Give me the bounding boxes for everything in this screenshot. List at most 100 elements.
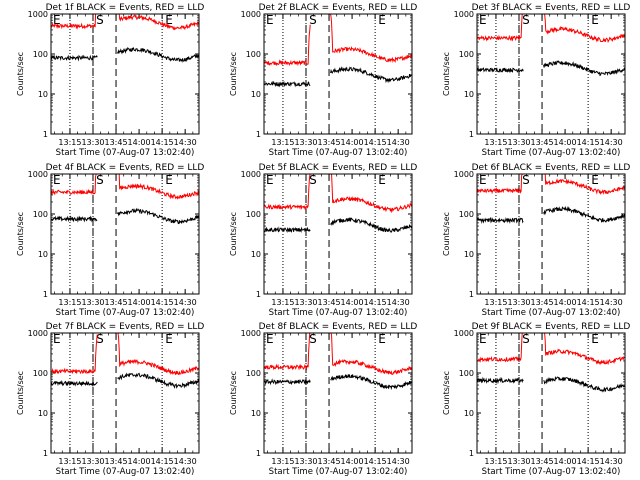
marker-label: E bbox=[266, 332, 274, 346]
lld-series-line bbox=[263, 24, 311, 67]
panel-8: Det 8f BLACK = Events, RED = LLD 1 10 100 10… bbox=[229, 322, 417, 477]
marker-label: S bbox=[96, 13, 104, 27]
marker-label: E bbox=[378, 13, 386, 27]
x-axis-label: Start Time (07-Aug-07 13:02:40) bbox=[482, 467, 621, 477]
lld-series-line bbox=[543, 13, 626, 44]
lld-series-line bbox=[50, 13, 98, 30]
x-tick-label: 14:15 bbox=[577, 138, 600, 147]
lld-series-line bbox=[117, 173, 200, 200]
lld-series-line bbox=[476, 13, 524, 42]
events-series-line bbox=[263, 80, 311, 88]
x-tick-label: 13:45 bbox=[105, 457, 128, 466]
events-series-line bbox=[330, 66, 413, 84]
marker-label: E bbox=[479, 332, 487, 346]
plot-frame bbox=[50, 13, 200, 135]
panel-4: Det 4f BLACK = Events, RED = LLD 1 10 100 10… bbox=[16, 163, 204, 318]
x-tick-label: 13:15 bbox=[271, 138, 294, 147]
y-tick-label: 10 bbox=[464, 90, 474, 99]
marker-label: E bbox=[591, 173, 599, 187]
panel-title: Det 1f BLACK = Events, RED = LLD bbox=[46, 3, 205, 13]
x-tick-label: 14:15 bbox=[364, 457, 387, 466]
x-tick-label: 14:30 bbox=[387, 457, 410, 466]
x-tick-label: 14:00 bbox=[128, 138, 151, 147]
x-axis-label: Start Time (07-Aug-07 13:02:40) bbox=[56, 308, 195, 318]
x-tick-label: 14:15 bbox=[151, 298, 174, 307]
lld-series-line bbox=[330, 332, 412, 375]
x-tick-label: 13:45 bbox=[318, 457, 341, 466]
marker-label: E bbox=[266, 173, 274, 187]
y-tick-label: 100 bbox=[33, 50, 48, 59]
panel-3: Det 3f BLACK = Events, RED = LLD 1 10 100 10… bbox=[442, 3, 630, 158]
lld-series-line bbox=[50, 334, 98, 375]
y-tick-label: 1 bbox=[43, 130, 48, 139]
panel-title: Det 4f BLACK = Events, RED = LLD bbox=[46, 163, 205, 173]
marker-label: S bbox=[96, 173, 104, 187]
x-tick-label: 13:15 bbox=[58, 138, 81, 147]
panel-2: Det 2f BLACK = Events, RED = LLD 1 10 100 10… bbox=[229, 3, 417, 158]
x-tick-label: 14:00 bbox=[128, 457, 151, 466]
panel-title: Det 9f BLACK = Events, RED = LLD bbox=[472, 322, 631, 332]
y-axis-label: Counts/sec bbox=[229, 212, 238, 256]
y-axis-label: Counts/sec bbox=[16, 52, 25, 96]
lld-series-line bbox=[263, 173, 311, 211]
x-axis-label: Start Time (07-Aug-07 13:02:40) bbox=[482, 308, 621, 318]
y-tick-label: 100 bbox=[459, 369, 474, 378]
y-tick-label: 100 bbox=[33, 210, 48, 219]
y-tick-label: 1 bbox=[256, 130, 261, 139]
y-tick-label: 1000 bbox=[241, 329, 261, 338]
lld-series-line bbox=[263, 332, 311, 371]
events-series-line bbox=[117, 372, 200, 389]
x-tick-label: 13:45 bbox=[531, 457, 554, 466]
x-tick-label: 13:45 bbox=[531, 298, 554, 307]
x-tick-label: 14:15 bbox=[577, 457, 600, 466]
y-tick-label: 1 bbox=[469, 130, 474, 139]
lld-series-line bbox=[476, 173, 524, 195]
y-tick-label: 1000 bbox=[241, 10, 261, 19]
x-tick-label: 14:30 bbox=[174, 138, 197, 147]
panel-title: Det 2f BLACK = Events, RED = LLD bbox=[259, 3, 418, 13]
x-tick-label: 14:15 bbox=[151, 457, 174, 466]
x-tick-label: 14:15 bbox=[151, 138, 174, 147]
plot-frame bbox=[263, 13, 413, 135]
y-tick-label: 100 bbox=[246, 210, 261, 219]
events-series-line bbox=[50, 54, 98, 62]
y-tick-label: 1 bbox=[43, 449, 48, 458]
y-axis-label: Counts/sec bbox=[442, 371, 451, 415]
y-tick-label: 1000 bbox=[241, 170, 261, 179]
x-tick-label: 14:15 bbox=[577, 298, 600, 307]
panel-title: Det 6f BLACK = Events, RED = LLD bbox=[472, 163, 631, 173]
y-axis-label: Counts/sec bbox=[16, 212, 25, 256]
y-axis-label: Counts/sec bbox=[229, 52, 238, 96]
x-tick-label: 13:15 bbox=[484, 298, 507, 307]
y-tick-label: 1000 bbox=[28, 170, 48, 179]
plot-frame bbox=[50, 173, 200, 295]
marker-label: S bbox=[309, 332, 317, 346]
y-axis-label: Counts/sec bbox=[442, 212, 451, 256]
x-tick-label: 13:45 bbox=[531, 138, 554, 147]
x-axis-label: Start Time (07-Aug-07 13:02:40) bbox=[269, 308, 408, 318]
x-tick-label: 13:30 bbox=[294, 298, 317, 307]
lld-series-line bbox=[330, 173, 413, 214]
events-series-line bbox=[543, 375, 626, 393]
y-tick-label: 100 bbox=[459, 210, 474, 219]
events-series-line bbox=[117, 46, 200, 63]
lld-series-line bbox=[117, 332, 200, 376]
x-tick-label: 13:30 bbox=[81, 457, 104, 466]
y-tick-label: 1 bbox=[469, 290, 474, 299]
panel-title: Det 5f BLACK = Events, RED = LLD bbox=[259, 163, 418, 173]
x-tick-label: 14:30 bbox=[600, 457, 623, 466]
panel-6: Det 6f BLACK = Events, RED = LLD 1 10 100 10… bbox=[442, 163, 630, 318]
marker-label: E bbox=[53, 332, 61, 346]
x-tick-label: 13:30 bbox=[294, 138, 317, 147]
events-series-line bbox=[476, 376, 524, 385]
y-axis-label: Counts/sec bbox=[229, 371, 238, 415]
x-tick-label: 14:15 bbox=[364, 138, 387, 147]
x-tick-label: 14:00 bbox=[554, 138, 577, 147]
marker-label: E bbox=[591, 13, 599, 27]
y-tick-label: 100 bbox=[33, 369, 48, 378]
x-axis-label: Start Time (07-Aug-07 13:02:40) bbox=[56, 148, 195, 158]
y-tick-label: 1 bbox=[43, 290, 48, 299]
y-tick-label: 1 bbox=[256, 290, 261, 299]
plot-frame bbox=[476, 173, 626, 295]
